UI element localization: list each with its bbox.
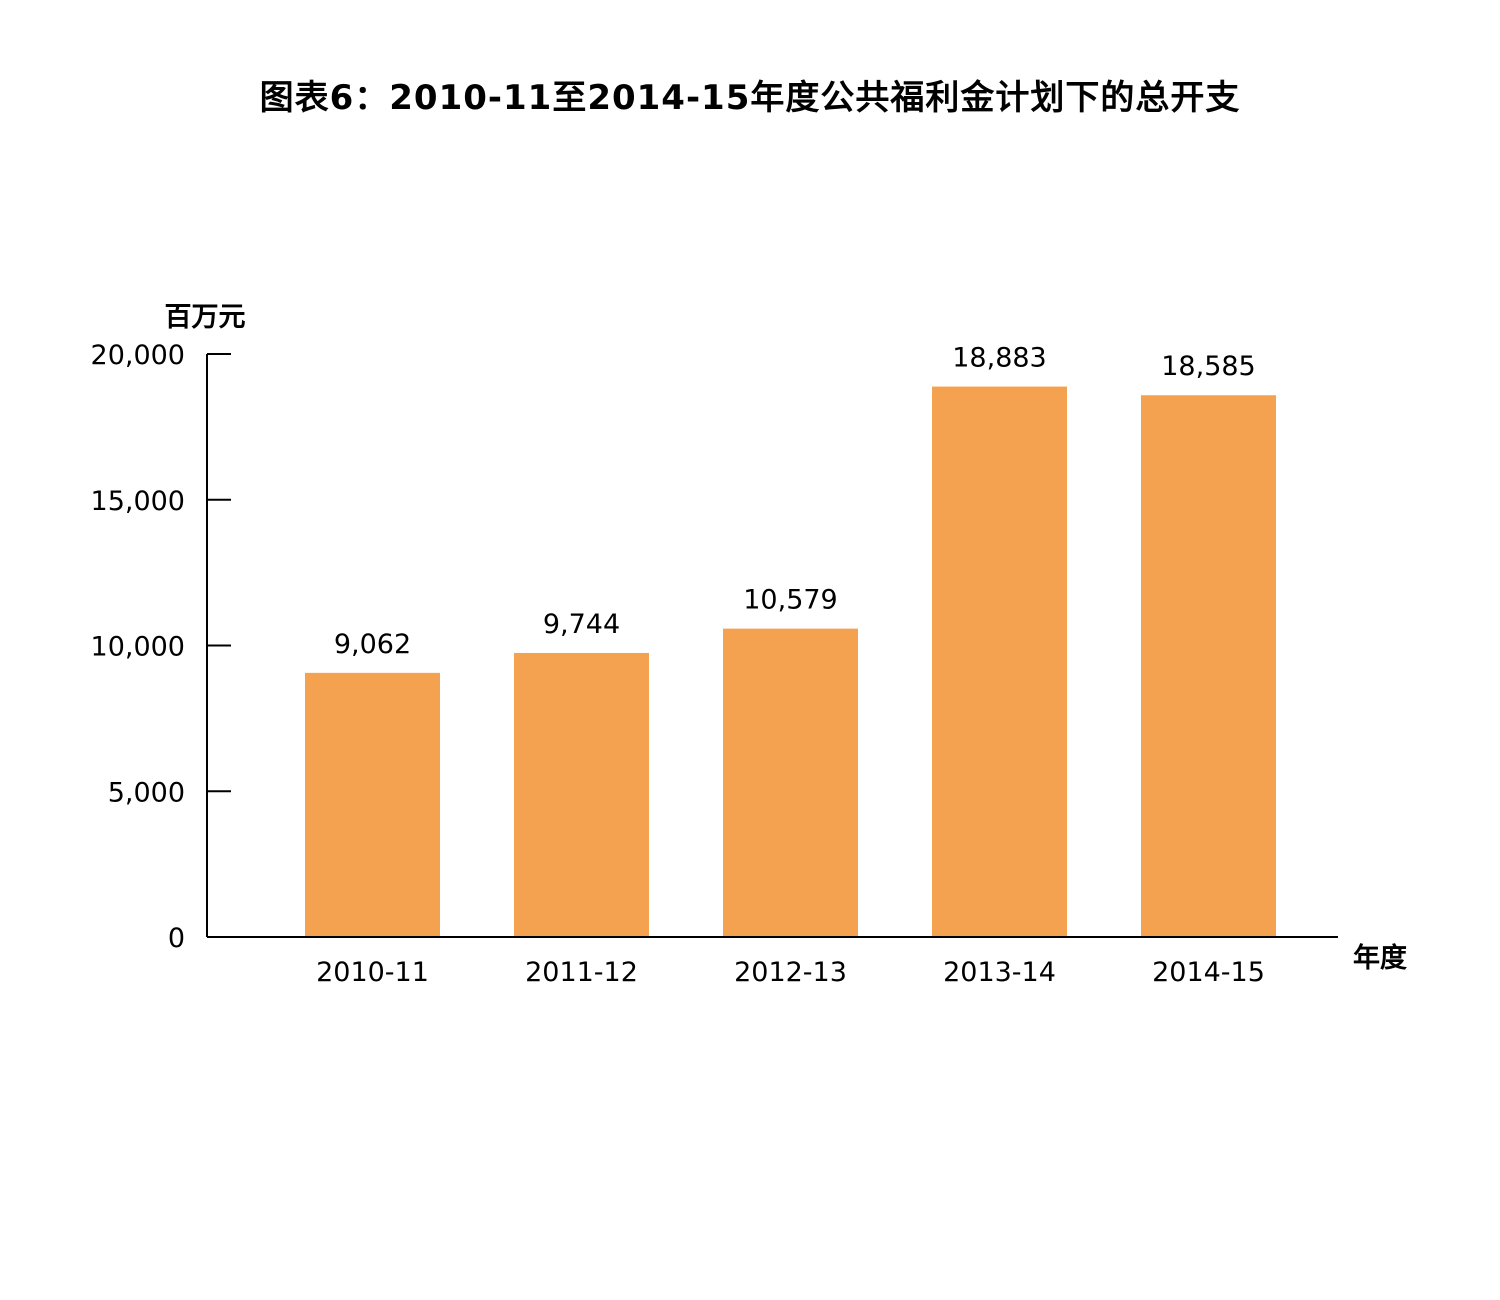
- x-axis-tick-labels: 2010-11 2011-12 2012-13 2013-14 2014-15: [316, 957, 1265, 988]
- x-tick-label: 2013-14: [943, 957, 1056, 988]
- x-tick-label: 2010-11: [316, 957, 429, 988]
- y-tick-label: 20,000: [91, 340, 185, 371]
- x-axis-label: 年度: [1353, 942, 1407, 974]
- bar: [1141, 395, 1276, 937]
- data-label: 9,062: [334, 629, 411, 660]
- bar: [305, 672, 440, 937]
- data-label: 9,744: [543, 609, 620, 640]
- data-label: 10,579: [743, 585, 837, 616]
- y-tick-label: 10,000: [91, 632, 185, 663]
- value-labels: 9,062 9,744 10,579 18,883 18,585: [334, 343, 1256, 660]
- y-tick-label: 5,000: [108, 777, 185, 808]
- x-tick-label: 2014-15: [1152, 957, 1265, 988]
- chart-title: 图表6：2010-11至2014-15年度公共福利金计划下的总开支: [259, 78, 1241, 118]
- y-axis-ticks: 0 5,000 10,000 15,000 20,000: [91, 340, 231, 954]
- data-label: 18,585: [1161, 351, 1255, 382]
- data-label: 18,883: [952, 343, 1046, 374]
- x-tick-label: 2011-12: [525, 957, 638, 988]
- x-tick-label: 2012-13: [734, 957, 847, 988]
- bar: [723, 628, 858, 937]
- bar: [932, 386, 1067, 937]
- bar: [514, 652, 649, 937]
- bars: [305, 386, 1276, 937]
- y-tick-label: 15,000: [91, 486, 185, 517]
- y-tick-label: 0: [168, 923, 185, 954]
- y-axis-label: 百万元: [165, 302, 246, 333]
